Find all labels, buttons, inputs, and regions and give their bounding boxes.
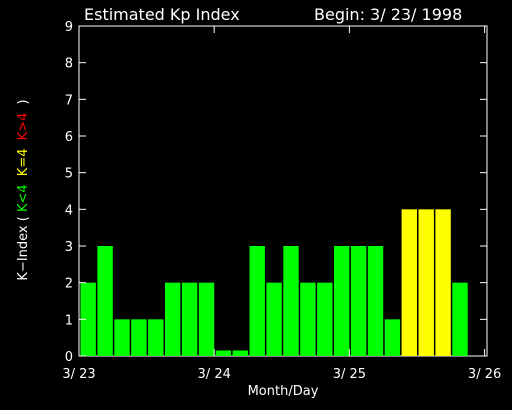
kp-bar: [148, 319, 164, 356]
kp-bar: [198, 282, 215, 356]
y-tick-label: 1: [65, 313, 73, 328]
y-tick-label: 8: [65, 57, 73, 72]
y-axis-label-green: K<4: [16, 184, 31, 212]
kp-bar: [384, 319, 401, 356]
y-tick-label: 7: [65, 93, 73, 108]
y-tick-label: 0: [65, 350, 73, 365]
chart-title: Estimated Kp Index: [84, 5, 240, 24]
y-axis-ticks: 0 1 2 3 4 5 6 7 8 9: [65, 20, 487, 365]
kp-bar: [165, 282, 181, 356]
kp-bar: [452, 282, 468, 356]
kp-bar: [215, 350, 232, 356]
bars-group: [80, 209, 468, 356]
x-tick-label: 3/ 26: [468, 367, 501, 382]
kp-bar: [249, 246, 265, 356]
plot-frame: [78, 25, 488, 357]
x-tick-label: 3/ 24: [198, 367, 231, 382]
kp-bar: [80, 282, 96, 356]
y-tick-label: 2: [65, 277, 73, 292]
kp-bar: [131, 319, 147, 356]
y-axis-label-suffix: ): [16, 99, 31, 104]
kp-bar: [300, 282, 316, 356]
y-axis-label-yellow: K=4: [16, 148, 31, 176]
kp-bar: [181, 282, 198, 356]
kp-bar: [317, 282, 333, 356]
kp-bar: [418, 209, 434, 356]
kp-bar: [283, 246, 299, 356]
y-axis-label-red: K>4: [16, 113, 31, 141]
x-axis-label: Month/Day: [248, 384, 319, 399]
kp-bar: [266, 282, 282, 356]
y-tick-label: 4: [65, 203, 73, 218]
x-axis-ticks: 3/ 23 3/ 24 3/ 25 3/ 26: [62, 26, 501, 382]
x-tick-label: 3/ 25: [333, 367, 366, 382]
chart-subtitle: Begin: 3/ 23/ 1998: [314, 5, 462, 24]
x-tick-label: 3/ 23: [62, 367, 95, 382]
y-tick-label: 3: [65, 240, 73, 255]
y-axis-label-prefix: K−Index (: [16, 216, 31, 280]
y-tick-label: 9: [65, 20, 73, 35]
kp-bar: [350, 246, 367, 356]
kp-bar: [367, 246, 384, 356]
kp-bar: [435, 209, 451, 356]
kp-bar: [401, 209, 417, 356]
y-axis-label: K−Index ( K<4 K=4 K>4 ): [16, 99, 31, 280]
kp-bar: [334, 246, 350, 356]
kp-bar: [114, 319, 130, 356]
kp-bar: [232, 350, 248, 356]
kp-bar: [97, 246, 113, 356]
y-tick-label: 6: [65, 130, 73, 145]
y-tick-label: 5: [65, 167, 73, 182]
